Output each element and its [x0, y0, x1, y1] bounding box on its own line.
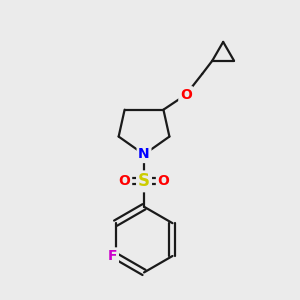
Text: O: O — [158, 174, 169, 188]
Text: N: N — [138, 148, 150, 161]
Text: O: O — [119, 174, 130, 188]
Text: S: S — [138, 172, 150, 190]
Text: O: O — [180, 88, 192, 102]
Text: F: F — [108, 249, 117, 263]
